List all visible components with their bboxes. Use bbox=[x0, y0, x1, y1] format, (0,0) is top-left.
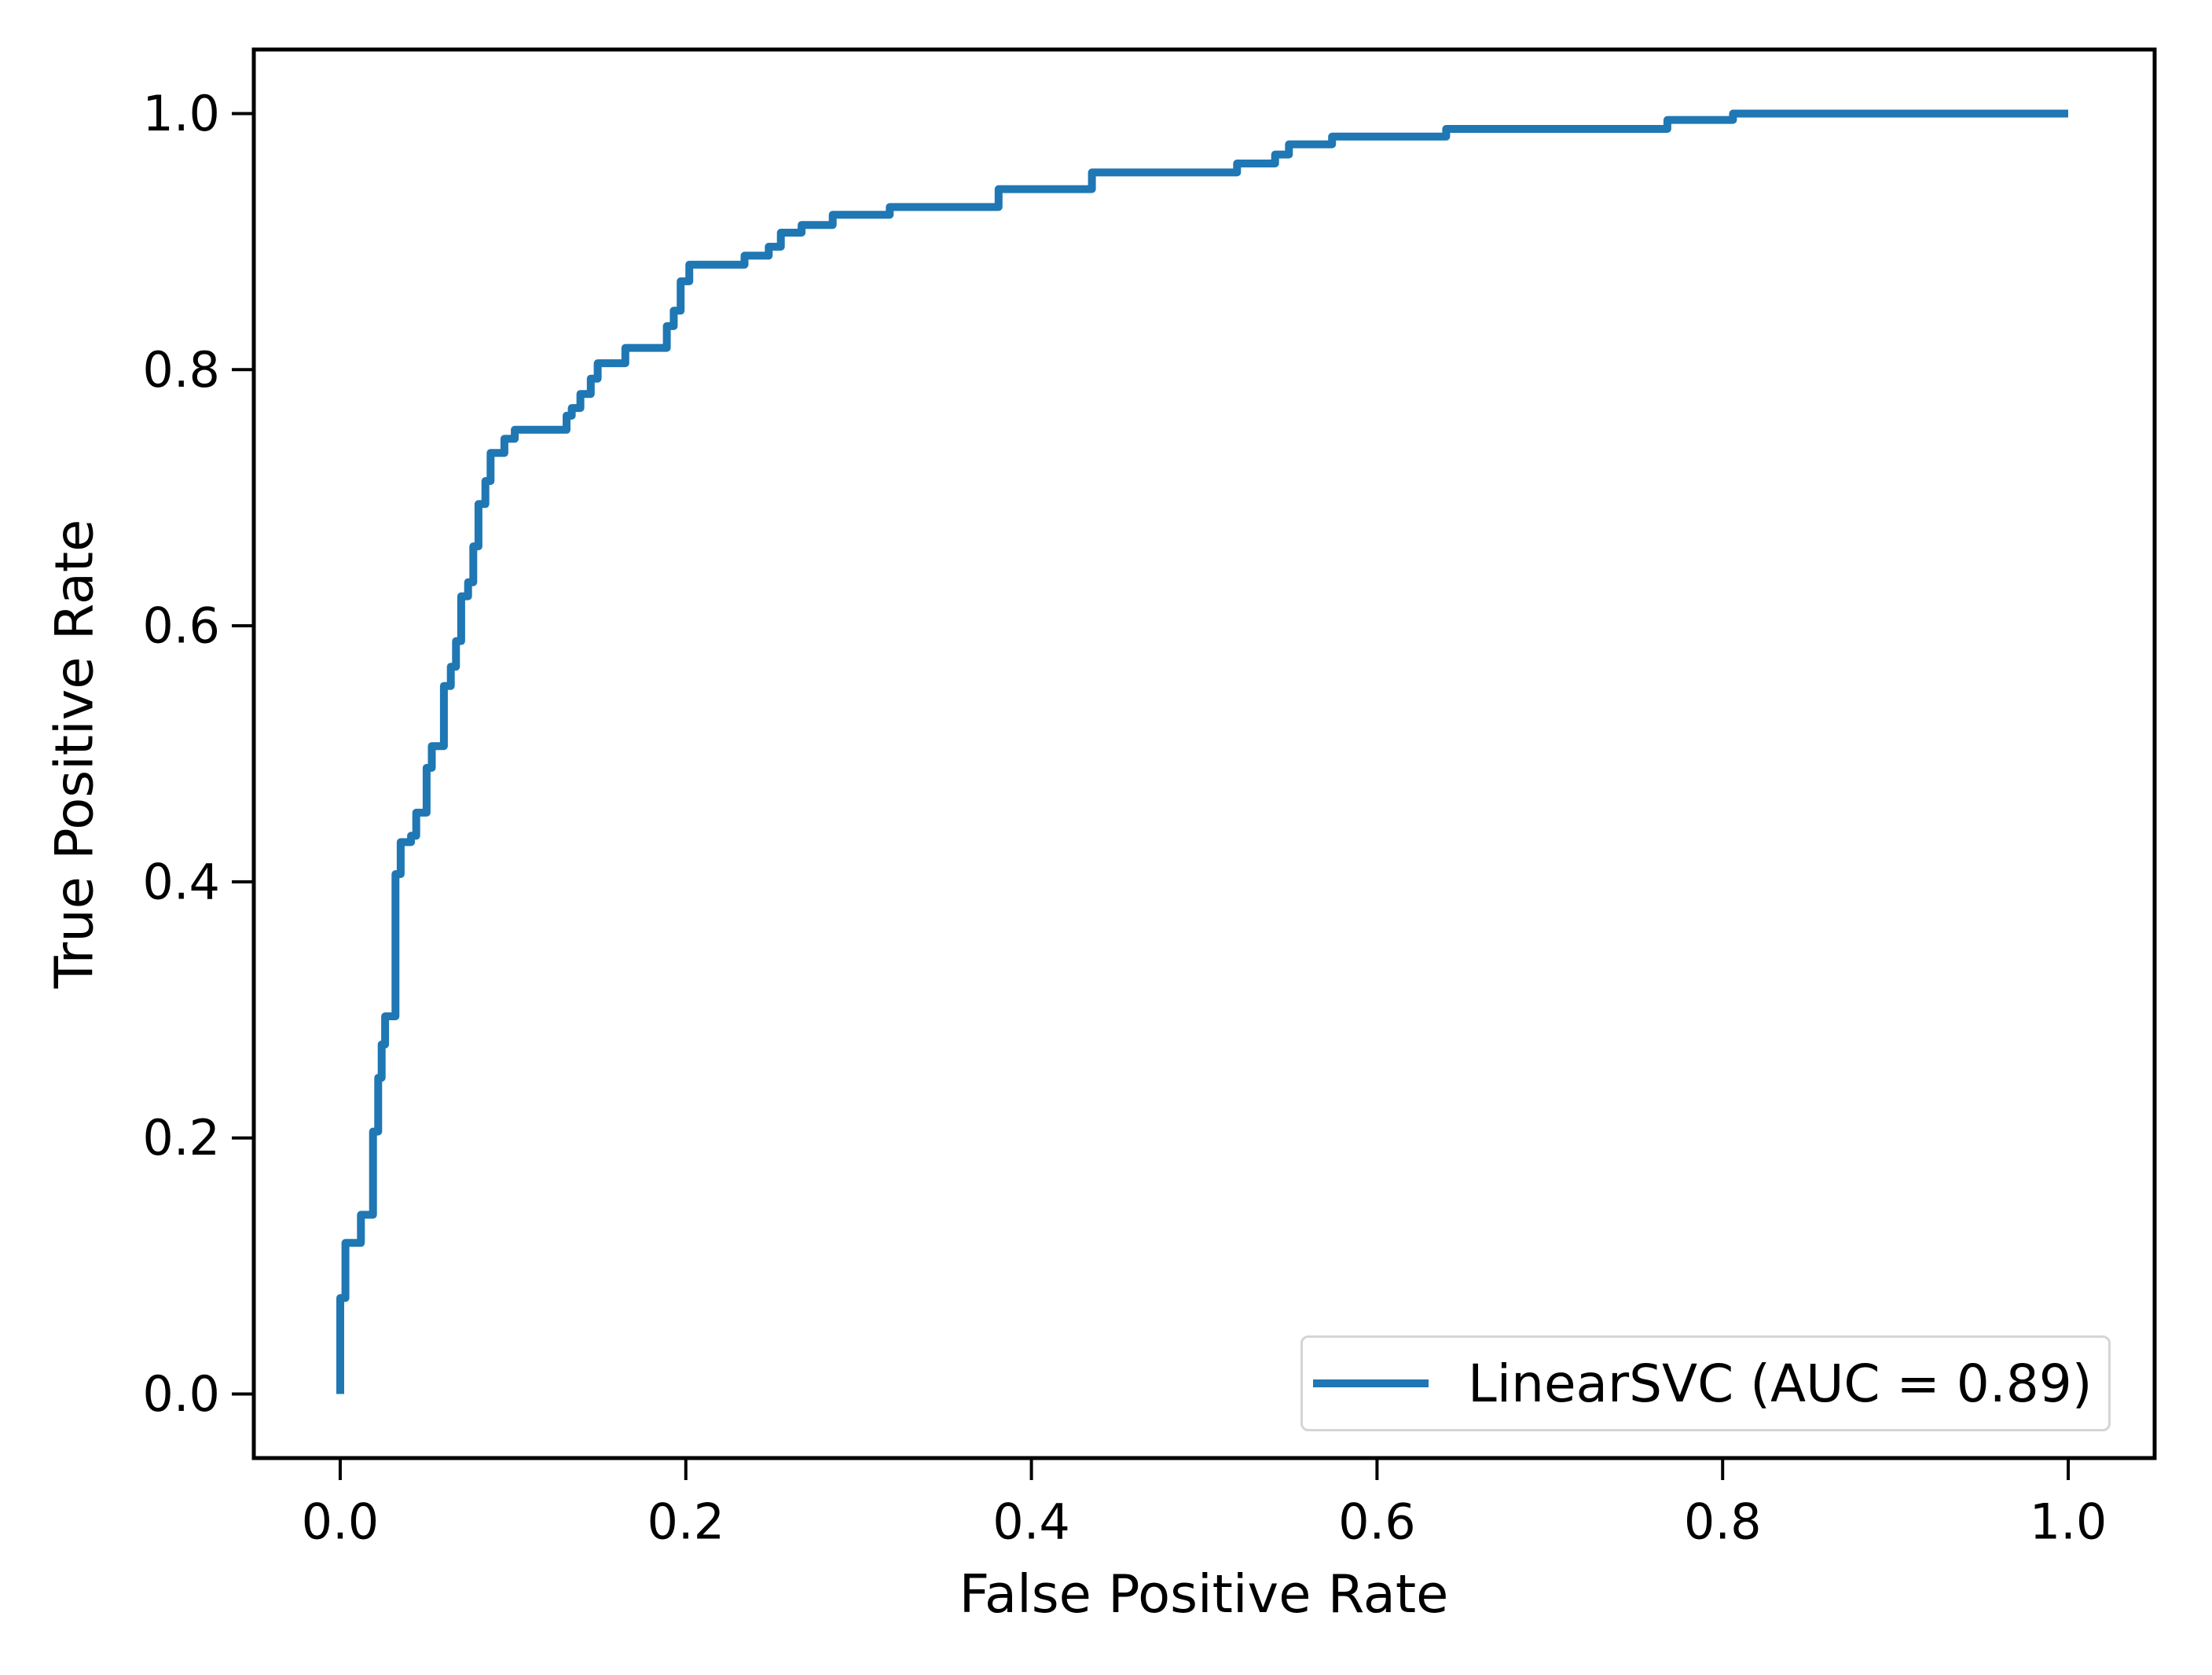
roc-curve-line bbox=[336, 109, 2068, 1394]
legend-label: LinearSVC (AUC = 0.89) bbox=[1468, 1353, 2093, 1414]
x-tick-label: 0.0 bbox=[302, 1493, 380, 1550]
y-tick-label: 0.2 bbox=[142, 1109, 220, 1166]
legend-line-swatch bbox=[1313, 1379, 1429, 1387]
y-tick-label: 0.6 bbox=[142, 597, 220, 655]
x-tick-label: 1.0 bbox=[2030, 1493, 2107, 1550]
x-tick-label: 0.8 bbox=[1684, 1493, 1762, 1550]
x-tick-label: 0.6 bbox=[1338, 1493, 1416, 1550]
y-tick-label: 0.8 bbox=[142, 341, 220, 399]
y-axis-label: True Positive Rate bbox=[43, 519, 105, 989]
y-tick-label: 1.0 bbox=[142, 85, 220, 142]
x-tick-label: 0.4 bbox=[992, 1493, 1070, 1550]
y-tick-label: 0.4 bbox=[142, 853, 220, 910]
axes-frame bbox=[251, 47, 2157, 1460]
x-axis-label: False Positive Rate bbox=[959, 1563, 1449, 1625]
x-tick-label: 0.2 bbox=[647, 1493, 724, 1550]
y-tick-label: 0.0 bbox=[142, 1365, 220, 1423]
legend: LinearSVC (AUC = 0.89) bbox=[1300, 1335, 2111, 1431]
